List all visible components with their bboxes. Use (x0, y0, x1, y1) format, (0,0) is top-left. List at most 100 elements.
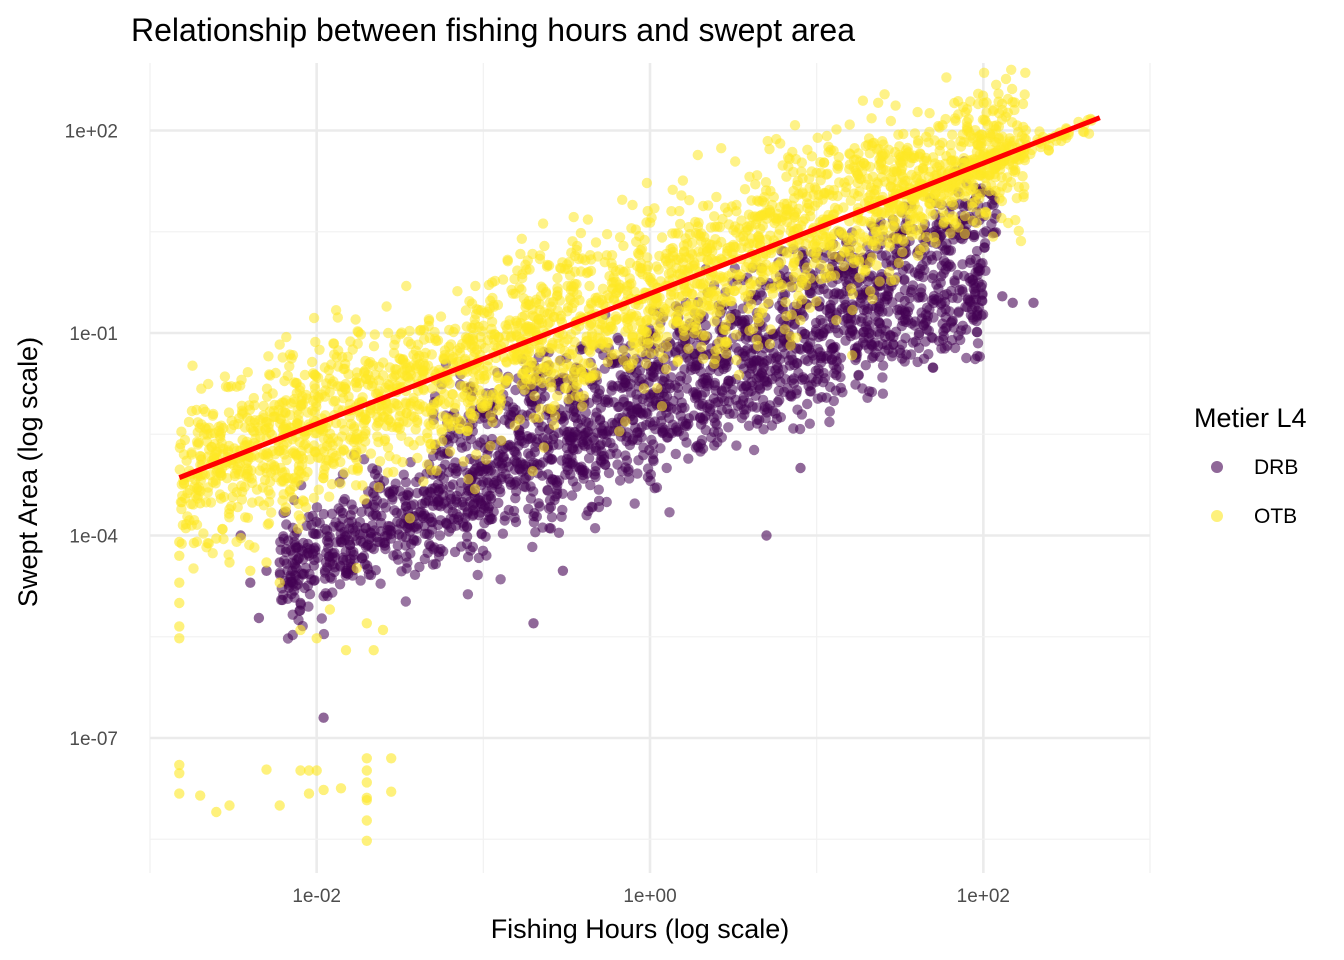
otb-point (757, 220, 768, 232)
drb-point (571, 481, 582, 492)
otb-point (246, 473, 257, 484)
drb-point (514, 435, 525, 446)
otb-point (702, 200, 714, 211)
otb-point (826, 241, 837, 252)
otb-point (652, 383, 663, 394)
otb-point (684, 195, 695, 206)
otb-point (383, 327, 394, 339)
otb-point (335, 381, 346, 392)
otb-point (643, 306, 654, 317)
drb-point (450, 494, 462, 505)
drb-point (978, 227, 990, 238)
otb-point (269, 464, 281, 475)
drb-point (578, 473, 589, 484)
drb-point (261, 565, 272, 576)
drb-point (670, 346, 681, 357)
otb-point (485, 440, 496, 452)
drb-point (440, 496, 451, 507)
otb-point (774, 259, 785, 270)
otb-point (590, 237, 602, 248)
drb-point (581, 510, 592, 521)
otb-point (993, 88, 1004, 99)
otb-point (789, 120, 801, 131)
drb-point (969, 301, 980, 312)
drb-point (419, 553, 430, 565)
otb-point (578, 373, 590, 385)
otb-point (384, 450, 395, 462)
otb-point (362, 379, 374, 390)
drb-point (824, 406, 835, 417)
drb-point (553, 475, 565, 486)
drb-point (702, 372, 713, 383)
otb-point (261, 383, 273, 394)
drb-point (337, 552, 349, 563)
drb-point (953, 330, 964, 341)
otb-point (606, 250, 618, 261)
drb-point (831, 370, 842, 381)
drb-point (285, 545, 296, 556)
otb-point (683, 343, 694, 354)
drb-point (642, 408, 653, 419)
drb-point (585, 479, 596, 491)
drb-point (759, 375, 770, 387)
otb-point-layer (174, 64, 1097, 846)
otb-point (338, 444, 349, 455)
otb-point (937, 137, 948, 148)
otb-point (223, 440, 235, 452)
otb-point (879, 219, 890, 231)
drb-point (824, 416, 835, 428)
otb-point (519, 310, 531, 321)
drb-point (633, 455, 644, 466)
drb-point (478, 476, 489, 487)
drb-point (913, 327, 925, 339)
drb-point (348, 549, 360, 561)
drb-point (772, 397, 783, 408)
otb-point (873, 97, 884, 109)
drb-point (500, 468, 511, 480)
otb-point (302, 407, 313, 418)
drb-point (603, 467, 615, 479)
otb-point (893, 177, 904, 188)
otb-point (335, 478, 346, 489)
otb-point (259, 474, 271, 486)
otb-point (710, 345, 721, 356)
otb-point (614, 426, 625, 437)
drb-point (795, 462, 806, 474)
drb-point (614, 475, 626, 486)
otb-point (799, 213, 811, 224)
otb-point (309, 389, 320, 400)
drb-point (980, 265, 991, 276)
drb-point (813, 364, 824, 375)
drb-point (293, 614, 304, 626)
drb-point (334, 520, 345, 532)
otb-point (896, 168, 907, 180)
drb-point (377, 498, 389, 509)
otb-point (738, 284, 749, 296)
drb-point (736, 412, 747, 424)
otb-point (877, 149, 888, 160)
otb-point (710, 353, 721, 365)
drb-point (335, 505, 346, 517)
otb-point (568, 211, 579, 223)
otb-point (924, 126, 935, 138)
otb-point (884, 266, 895, 278)
otb-point (720, 319, 731, 330)
drb-point (877, 388, 889, 399)
otb-point (563, 393, 574, 405)
otb-point (804, 302, 816, 313)
otb-point (394, 423, 405, 434)
otb-point (945, 139, 956, 151)
otb-point (914, 245, 926, 256)
otb-point (339, 424, 350, 436)
drb-point (853, 341, 864, 352)
otb-point (539, 240, 550, 252)
drb-point (488, 477, 499, 489)
drb-point (645, 392, 656, 403)
drb-point (830, 323, 841, 334)
otb-point (626, 223, 637, 234)
drb-point (836, 289, 847, 300)
otb-point (612, 284, 624, 296)
otb-point (914, 211, 926, 222)
drb-point (642, 463, 654, 474)
drb-point (641, 419, 652, 430)
